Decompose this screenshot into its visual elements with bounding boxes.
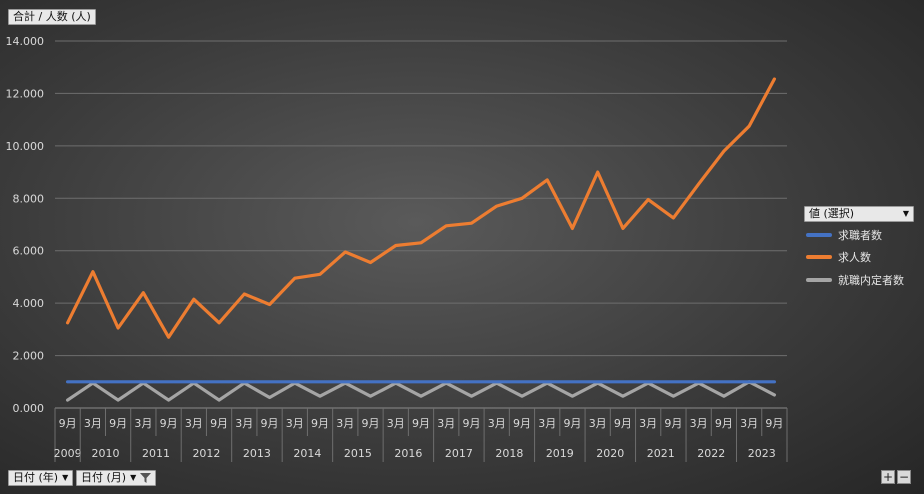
y-axis-ticks: 0.000 2.000 4.000 6.000 8.000 10.000 12.000 14.… bbox=[6, 35, 45, 415]
x-tick-label-month: 3月 bbox=[690, 417, 708, 430]
x-tick-label-month: 9月 bbox=[563, 417, 581, 430]
x-tick-label-year: 2016 bbox=[394, 447, 422, 460]
legend-swatch-job-seekers bbox=[806, 233, 832, 237]
x-tick-label-year: 2023 bbox=[748, 447, 776, 460]
x-tick-label-month: 3月 bbox=[84, 417, 102, 430]
x-axis: 9月 3月 9月 3月 9月 3月 9月 3月 9月 3月 9月 3月 9月 3月 9月 3月 9月 3月 9月 3月… bbox=[54, 407, 788, 462]
chevron-down-icon: ▼ bbox=[130, 473, 137, 482]
y-tick-label: 0.000 bbox=[13, 402, 45, 415]
y-tick-label: 14.000 bbox=[6, 35, 45, 48]
legend-item-placements: 就職内定者数 bbox=[806, 272, 904, 288]
legend-dropdown-label: 値 (選択) bbox=[809, 207, 855, 220]
x-tick-label-month: 3月 bbox=[639, 417, 657, 430]
x-tick-label-month: 3月 bbox=[286, 417, 304, 430]
x-tick-label-month: 3月 bbox=[336, 417, 354, 430]
y-tick-label: 4.000 bbox=[13, 297, 45, 310]
legend-swatch-job-offers bbox=[806, 255, 832, 259]
x-tick-label-month: 9月 bbox=[664, 417, 682, 430]
gridlines bbox=[55, 40, 787, 409]
legend-swatch-placements bbox=[806, 278, 832, 282]
x-tick-label-month: 9月 bbox=[765, 417, 783, 430]
filter-icon bbox=[140, 473, 152, 483]
series-line-就職内定者数 bbox=[65, 380, 777, 402]
value-field-label: 合計 / 人数 (人) bbox=[13, 10, 91, 23]
x-tick-label-month: 9月 bbox=[261, 417, 279, 430]
y-tick-label: 2.000 bbox=[13, 350, 45, 363]
x-tick-label-month: 3月 bbox=[589, 417, 607, 430]
x-tick-label-month: 9月 bbox=[412, 417, 430, 430]
value-field-button[interactable]: 合計 / 人数 (人) bbox=[8, 9, 96, 25]
legend-label: 求職者数 bbox=[838, 229, 882, 242]
x-tick-label-year: 2020 bbox=[596, 447, 624, 460]
zoom-in-button[interactable]: + bbox=[881, 470, 895, 484]
x-tick-label-year: 2021 bbox=[647, 447, 675, 460]
series-line-求人数 bbox=[65, 77, 777, 339]
series-lines bbox=[65, 77, 777, 402]
x-tick-label-month: 9月 bbox=[311, 417, 329, 430]
chevron-down-icon: ▼ bbox=[902, 209, 909, 218]
x-tick-label-month: 9月 bbox=[59, 417, 77, 430]
x-tick-label-year: 2018 bbox=[495, 447, 523, 460]
chevron-down-icon: ▼ bbox=[62, 473, 69, 482]
x-tick-label-month: 3月 bbox=[488, 417, 506, 430]
x-tick-label-month: 3月 bbox=[235, 417, 253, 430]
x-tick-label-year: 2015 bbox=[344, 447, 372, 460]
x-tick-label-month: 3月 bbox=[185, 417, 203, 430]
x-tick-label-year: 2011 bbox=[142, 447, 170, 460]
x-tick-label-month: 3月 bbox=[387, 417, 405, 430]
zoom-out-button[interactable]: − bbox=[897, 470, 911, 484]
y-tick-label: 12.000 bbox=[6, 87, 45, 100]
legend-item-job-offers: 求人数 bbox=[806, 249, 871, 265]
x-tick-label-month: 9月 bbox=[614, 417, 632, 430]
x-tick-label-month: 9月 bbox=[513, 417, 531, 430]
x-tick-label-year: 2017 bbox=[445, 447, 473, 460]
x-tick-label-year: 2010 bbox=[91, 447, 119, 460]
x-tick-label-month: 3月 bbox=[740, 417, 758, 430]
x-tick-label-month: 3月 bbox=[134, 417, 152, 430]
x-tick-label-month: 9月 bbox=[210, 417, 228, 430]
x-tick-label-month: 9月 bbox=[715, 417, 733, 430]
legend-dropdown[interactable]: 値 (選択) ▼ bbox=[804, 206, 914, 222]
x-tick-label-year: 2012 bbox=[192, 447, 220, 460]
x-tick-label-year: 2019 bbox=[546, 447, 574, 460]
y-tick-label: 8.000 bbox=[13, 192, 45, 205]
x-tick-label-year: 2009 bbox=[54, 447, 82, 460]
x-tick-label-month: 9月 bbox=[462, 417, 480, 430]
month-field-button[interactable]: 日付 (月) ▼ bbox=[76, 470, 157, 486]
x-tick-label-month: 3月 bbox=[538, 417, 556, 430]
y-tick-label: 6.000 bbox=[13, 245, 45, 258]
x-tick-label-year: 2022 bbox=[697, 447, 725, 460]
legend-label: 求人数 bbox=[838, 251, 871, 264]
x-tick-label-month: 9月 bbox=[362, 417, 380, 430]
x-tick-label-year: 2014 bbox=[293, 447, 321, 460]
y-tick-label: 10.000 bbox=[6, 140, 45, 153]
year-field-label: 日付 (年) bbox=[13, 471, 59, 484]
year-field-button[interactable]: 日付 (年) ▼ bbox=[8, 470, 74, 486]
x-tick-label-month: 3月 bbox=[437, 417, 455, 430]
x-tick-label-month: 9月 bbox=[109, 417, 127, 430]
legend-label: 就職内定者数 bbox=[838, 274, 904, 287]
legend-item-job-seekers: 求職者数 bbox=[806, 227, 882, 243]
month-field-label: 日付 (月) bbox=[81, 471, 127, 484]
x-tick-label-month: 9月 bbox=[160, 417, 178, 430]
x-tick-label-year: 2013 bbox=[243, 447, 271, 460]
